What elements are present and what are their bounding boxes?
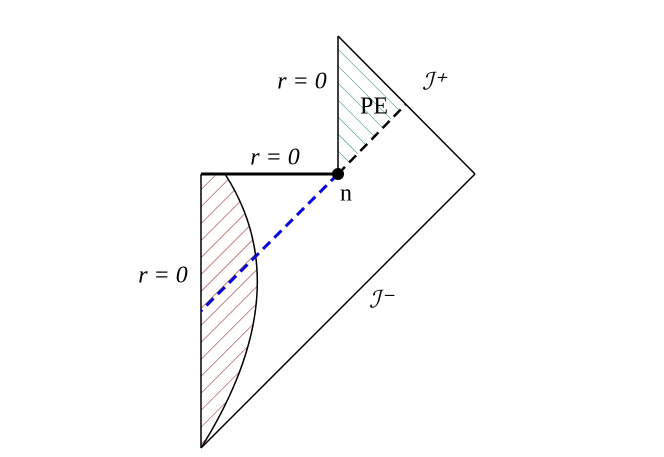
boundaries — [199, 35, 476, 449]
n-label: n — [340, 181, 352, 207]
scri-minus — [200, 173, 476, 449]
r-zero-label: r = 0 — [138, 263, 188, 289]
node-n — [332, 168, 344, 180]
teal-hatched-region — [338, 36, 406, 174]
r-zero-label: r = 0 — [250, 145, 300, 171]
red-hatched-region — [201, 174, 258, 448]
scri-minus-label: ℐ⁻ — [369, 288, 395, 314]
scri-plus-label: ℐ⁺ — [422, 70, 448, 96]
horizon-dashed — [337, 103, 407, 175]
curve — [200, 173, 259, 449]
regions — [201, 36, 406, 448]
r-zero-label: r = 0 — [277, 69, 327, 95]
blue-dashed-line — [199, 172, 340, 313]
pe-label: PE — [360, 94, 388, 120]
